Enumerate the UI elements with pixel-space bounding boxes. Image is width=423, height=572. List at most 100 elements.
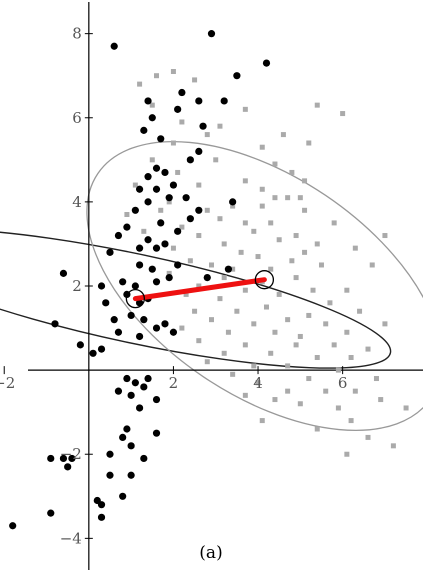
dot-point — [110, 316, 118, 324]
dot-point — [102, 299, 110, 307]
dot-point — [127, 471, 135, 479]
square-point — [268, 266, 274, 272]
square-point — [234, 308, 240, 314]
dot-point — [131, 206, 139, 214]
dot-point — [68, 454, 76, 463]
square-point — [331, 342, 337, 348]
x-tick-label: 2 — [169, 374, 179, 392]
square-point — [306, 312, 312, 318]
dot-point — [174, 227, 182, 235]
dot-point — [119, 492, 127, 500]
dot-point — [119, 278, 127, 286]
dot-point — [262, 59, 271, 67]
dot-point — [59, 454, 68, 463]
dot-point — [144, 97, 152, 105]
dot-point — [135, 185, 144, 193]
square-point — [255, 254, 261, 260]
dot-point — [9, 522, 17, 530]
square-point — [251, 321, 257, 327]
square-point — [209, 262, 214, 268]
square-point — [344, 329, 350, 335]
mean-marker — [125, 288, 146, 309]
square-point — [221, 275, 227, 281]
dot-point — [161, 240, 169, 248]
dot-point — [135, 332, 144, 341]
dot-point — [114, 231, 123, 240]
square-point — [242, 178, 248, 184]
dot-point — [203, 273, 211, 282]
x-tick-label: −2 — [0, 374, 15, 392]
square-point — [242, 392, 248, 398]
square-point — [238, 249, 244, 255]
square-point — [242, 106, 248, 112]
square-point — [293, 275, 299, 281]
dot-point — [233, 72, 241, 80]
dot-point — [64, 463, 72, 471]
square-point — [293, 342, 299, 348]
dot-point — [106, 248, 114, 256]
dot-point — [51, 320, 59, 328]
dot-point — [97, 282, 106, 290]
mean-marker — [254, 270, 275, 290]
dot-point — [47, 509, 55, 517]
square-point — [323, 321, 329, 327]
square-point — [302, 207, 308, 213]
square-point — [352, 388, 358, 394]
dot-point — [127, 311, 135, 320]
covariance-ellipse — [86, 140, 423, 432]
mean-line — [132, 277, 267, 302]
dot-point — [169, 181, 178, 189]
square-point — [323, 388, 329, 394]
square-point — [382, 321, 388, 327]
square-point — [272, 329, 278, 335]
square-point — [314, 102, 320, 108]
square-point — [306, 140, 312, 146]
dot-point — [119, 433, 127, 442]
square-point — [242, 342, 248, 348]
axes — [3, 2, 423, 570]
square-point — [196, 283, 202, 289]
dot-point — [157, 219, 165, 227]
square-point — [132, 182, 138, 188]
dot-point — [152, 429, 161, 437]
square-point — [344, 451, 350, 457]
class-a-points — [9, 30, 271, 530]
covariance-ellipse — [0, 228, 392, 369]
square-point — [217, 123, 223, 129]
square-point — [259, 186, 265, 192]
dot-point — [220, 97, 228, 105]
dot-point — [131, 282, 139, 290]
square-point — [289, 169, 295, 175]
y-tick-label: 8 — [72, 25, 82, 43]
dot-point — [123, 374, 131, 383]
square-point — [378, 397, 384, 403]
dot-point — [148, 265, 156, 273]
dot-point — [152, 244, 161, 252]
square-point — [335, 405, 341, 411]
covariance-ellipses — [0, 140, 423, 432]
square-point — [221, 241, 227, 247]
dot-point — [229, 198, 237, 206]
y-tick-label: 2 — [72, 277, 82, 295]
square-point — [297, 195, 303, 201]
square-point — [403, 405, 409, 411]
dot-point — [148, 114, 156, 122]
square-point — [259, 144, 265, 150]
dot-point — [131, 379, 139, 387]
square-point — [344, 287, 350, 293]
square-point — [314, 355, 320, 360]
dot-point — [97, 513, 106, 521]
square-point — [242, 287, 248, 293]
dot-point — [106, 450, 114, 458]
square-point — [154, 73, 160, 79]
square-point — [187, 258, 193, 264]
dot-point — [140, 316, 148, 324]
y-tick-label: 4 — [72, 193, 82, 211]
square-point — [272, 161, 278, 167]
dot-point — [114, 387, 123, 395]
dot-point — [152, 278, 161, 286]
dot-point — [144, 374, 152, 383]
square-point — [348, 418, 354, 424]
square-point — [285, 363, 291, 369]
